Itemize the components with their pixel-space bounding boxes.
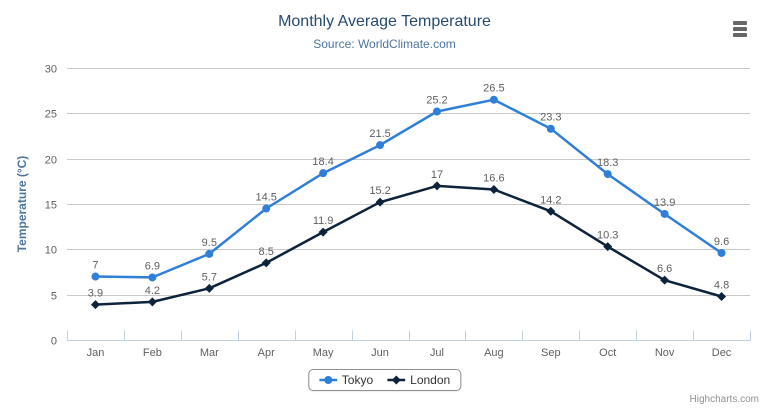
data-label: 4.2 — [145, 285, 160, 297]
data-point-tokyo[interactable] — [603, 170, 612, 179]
y-axis-tick-label: 20 — [45, 155, 57, 167]
data-label: 17 — [431, 169, 443, 181]
legend-item-tokyo[interactable]: Tokyo — [318, 373, 374, 387]
data-label: 7 — [92, 260, 98, 272]
x-axis-tick-label: Nov — [655, 347, 675, 359]
x-axis-tick-label: Jul — [430, 347, 444, 359]
data-point-london[interactable] — [717, 291, 727, 301]
data-point-london[interactable] — [603, 242, 613, 252]
x-axis-tick-label: Dec — [712, 347, 732, 359]
y-axis-tick-label: 25 — [45, 109, 57, 121]
x-axis-tick-label: Mar — [200, 347, 219, 359]
data-point-london[interactable] — [546, 206, 556, 216]
data-label: 15.2 — [369, 185, 390, 197]
data-point-london[interactable] — [204, 283, 214, 293]
data-label: 9.6 — [714, 236, 729, 248]
hamburger-bar — [733, 21, 747, 25]
data-label: 18.3 — [597, 157, 618, 169]
x-axis-tick-label: Aug — [484, 347, 504, 359]
data-point-tokyo[interactable] — [148, 273, 157, 282]
data-label: 14.5 — [255, 192, 276, 204]
data-point-tokyo[interactable] — [489, 95, 498, 104]
x-axis-tick-label: Sep — [541, 347, 561, 359]
x-axis-tick-label: May — [313, 347, 334, 359]
x-axis-tick-label: Jun — [371, 347, 389, 359]
hamburger-bar — [733, 27, 747, 31]
y-axis-tick-label: 10 — [45, 245, 57, 257]
data-label: 10.3 — [597, 230, 618, 242]
data-label: 3.9 — [88, 288, 103, 300]
x-axis-tick-label: Apr — [258, 347, 275, 359]
data-label: 23.3 — [540, 112, 561, 124]
data-label: 8.5 — [259, 246, 274, 258]
data-label: 13.9 — [654, 197, 675, 209]
data-label: 5.7 — [202, 271, 217, 283]
diamond-marker-icon — [387, 375, 406, 385]
y-axis-tick-label: 0 — [51, 336, 57, 348]
legend: Tokyo London — [307, 369, 462, 391]
data-label: 26.5 — [483, 83, 504, 95]
chart-subtitle: Source: WorldClimate.com — [313, 37, 456, 51]
data-point-tokyo[interactable] — [262, 204, 271, 213]
data-point-london[interactable] — [147, 297, 157, 307]
data-point-london[interactable] — [375, 197, 385, 207]
data-label: 9.5 — [202, 237, 217, 249]
data-label: 14.2 — [540, 194, 561, 206]
legend-label: London — [410, 373, 451, 387]
data-point-london[interactable] — [90, 300, 100, 310]
x-axis-tick-label: Oct — [599, 347, 616, 359]
data-point-london[interactable] — [432, 181, 442, 191]
data-point-london[interactable] — [489, 184, 499, 194]
y-axis-title: Temperature (°C) — [15, 156, 29, 253]
legend-item-london[interactable]: London — [387, 373, 450, 387]
data-point-tokyo[interactable] — [205, 249, 214, 258]
data-label: 16.6 — [483, 172, 504, 184]
data-label: 21.5 — [369, 128, 390, 140]
data-label: 6.9 — [145, 260, 160, 272]
y-axis-tick-label: 30 — [45, 64, 57, 76]
data-point-tokyo[interactable] — [376, 141, 385, 150]
y-axis-tick-label: 5 — [51, 291, 57, 303]
data-point-london[interactable] — [261, 258, 271, 268]
data-point-tokyo[interactable] — [717, 248, 726, 257]
hamburger-menu-icon[interactable] — [730, 19, 750, 39]
series-line-london — [95, 184, 722, 306]
data-label: 18.4 — [312, 156, 333, 168]
data-point-tokyo[interactable] — [546, 124, 555, 133]
data-point-london[interactable] — [660, 275, 670, 285]
data-label: 6.6 — [657, 263, 672, 275]
data-point-london[interactable] — [318, 227, 328, 237]
data-point-tokyo[interactable] — [91, 272, 100, 281]
circle-marker-icon — [318, 376, 337, 384]
x-axis-tick-label: Jan — [87, 347, 105, 359]
credits-link[interactable]: Highcharts.com — [689, 394, 759, 405]
y-axis-tick-label: 15 — [45, 200, 57, 212]
data-point-tokyo[interactable] — [432, 107, 441, 116]
series-line-tokyo — [95, 98, 723, 279]
x-axis-tick-label: Feb — [143, 347, 162, 359]
data-point-tokyo[interactable] — [319, 169, 328, 178]
hamburger-bar — [733, 33, 747, 37]
data-point-tokyo[interactable] — [660, 209, 669, 218]
data-label: 11.9 — [313, 215, 334, 227]
data-label: 4.8 — [714, 279, 729, 291]
data-label: 25.2 — [426, 95, 447, 107]
chart-title: Monthly Average Temperature — [278, 13, 491, 30]
legend-label: Tokyo — [341, 373, 374, 387]
